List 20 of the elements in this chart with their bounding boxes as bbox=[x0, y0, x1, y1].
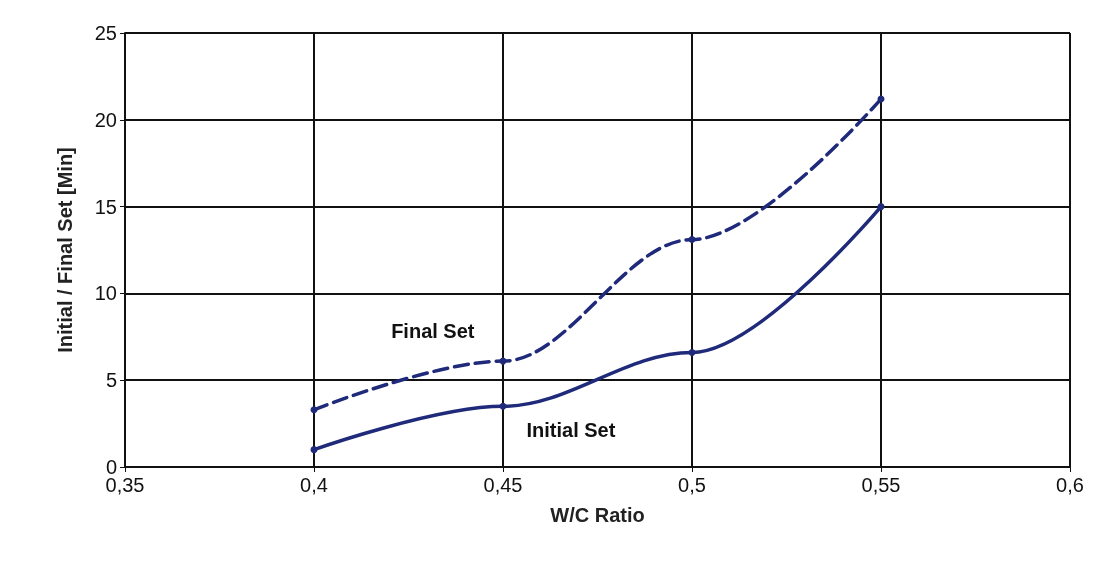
x-tick-label: 0,45 bbox=[483, 474, 523, 496]
point bbox=[310, 446, 318, 454]
x-tick-label: 0,4 bbox=[300, 474, 328, 496]
y-tick-label: 25 bbox=[94, 22, 117, 44]
point bbox=[877, 203, 885, 211]
y-tick-label: 5 bbox=[105, 369, 117, 392]
x-axis-title: W/C Ratio bbox=[550, 504, 645, 526]
x-tick-label: 0,6 bbox=[1056, 474, 1084, 496]
point bbox=[499, 402, 507, 410]
series-label: Initial Set bbox=[526, 419, 616, 442]
point bbox=[310, 406, 318, 414]
point bbox=[688, 348, 696, 356]
x-tick-label: 0,5 bbox=[678, 474, 706, 496]
series-label: Final Set bbox=[391, 320, 475, 343]
y-tick-label: 20 bbox=[94, 108, 117, 131]
y-tick-label: 15 bbox=[94, 195, 117, 218]
point bbox=[688, 236, 696, 244]
y-axis-title: Initial / Final Set [Min] bbox=[54, 147, 76, 353]
x-tick-label: 0,55 bbox=[861, 474, 901, 496]
y-tick-label: 10 bbox=[94, 282, 117, 305]
